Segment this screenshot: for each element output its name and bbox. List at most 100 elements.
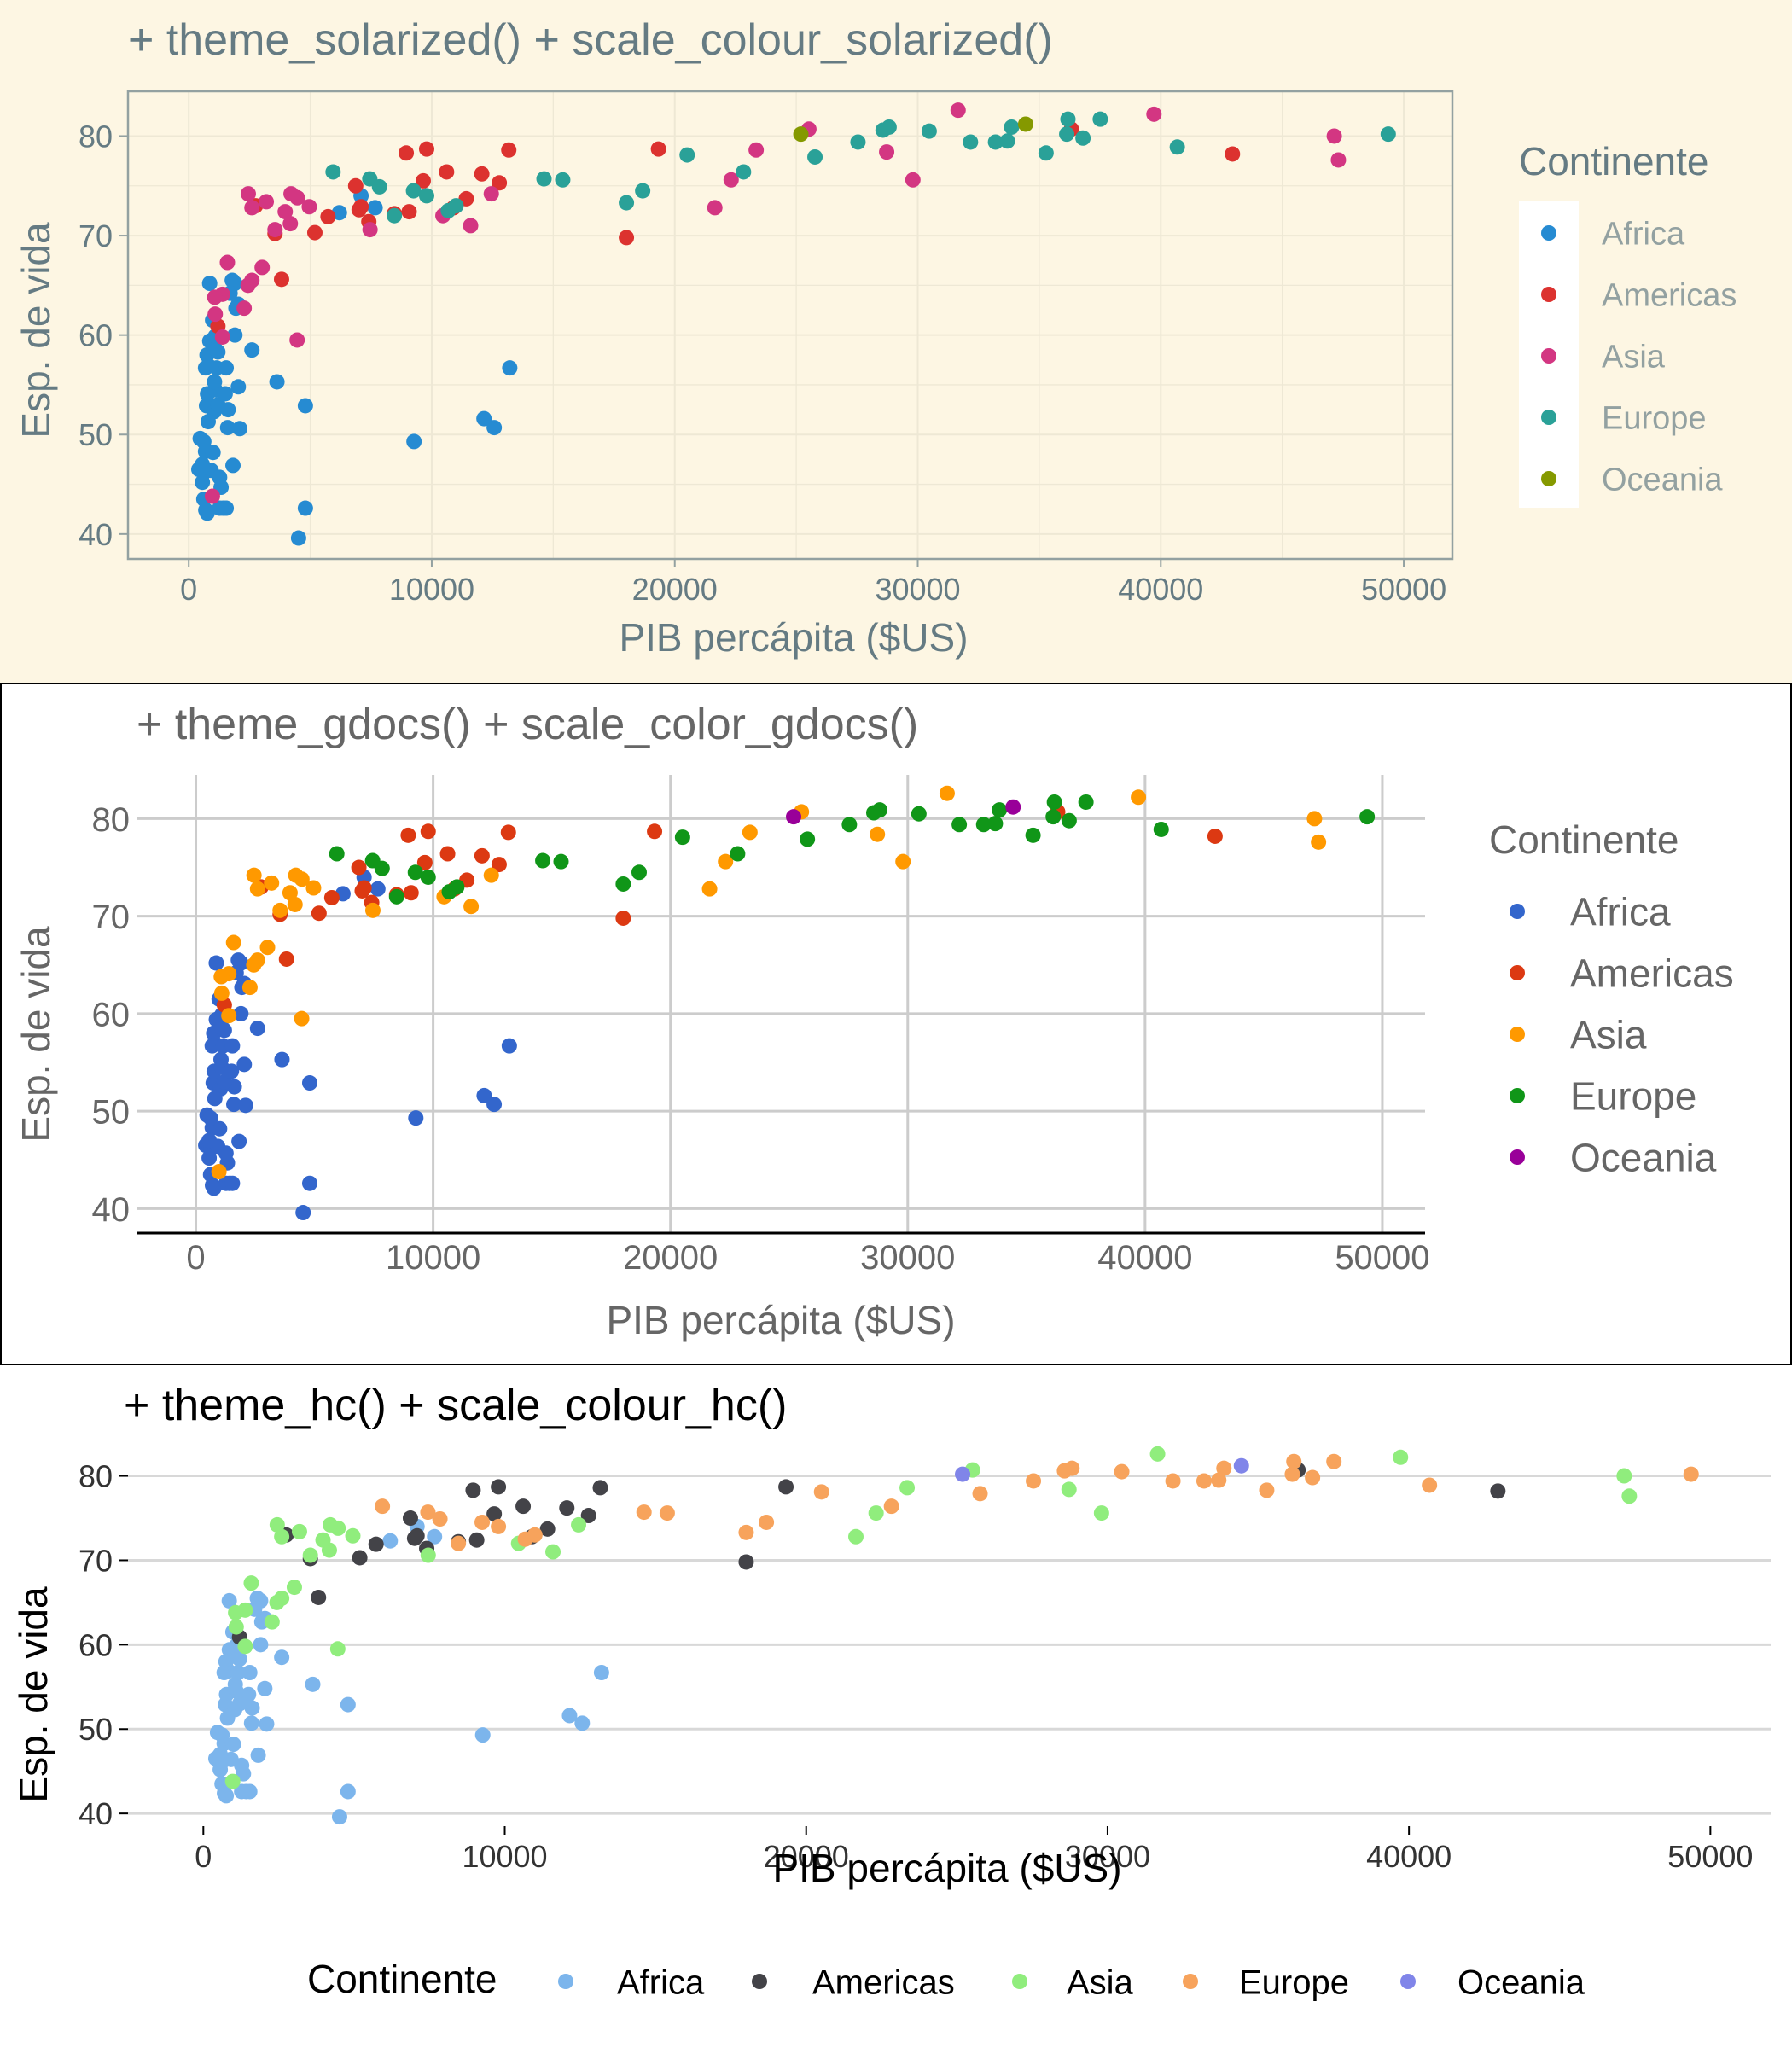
legend-label-africa: Africa (1602, 217, 1685, 253)
legend-label-africa: Africa (1570, 890, 1671, 934)
point-africa (236, 1056, 253, 1073)
y-tick-label: 80 (79, 1459, 113, 1494)
point-asia (259, 940, 276, 956)
point-europe (1196, 1473, 1212, 1489)
point-americas (492, 175, 508, 191)
point-europe (631, 864, 647, 881)
point-europe (553, 853, 569, 870)
point-americas (323, 889, 340, 905)
point-africa (367, 200, 383, 216)
point-europe (987, 134, 1004, 150)
x-tick-label: 20000 (764, 1839, 849, 1874)
y-tick-label: 60 (79, 1627, 113, 1662)
point-europe (449, 879, 465, 895)
point-asia (267, 222, 283, 238)
point-europe (1422, 1477, 1438, 1493)
point-europe (451, 1535, 467, 1551)
point-asia (545, 1544, 561, 1560)
solarized-panel: + theme_solarized() + scale_colour_solar… (0, 0, 1792, 683)
point-africa (197, 360, 213, 376)
x-tick-label: 30000 (860, 1239, 955, 1277)
point-africa (241, 1783, 258, 1800)
point-oceania (1233, 1457, 1249, 1474)
point-africa (217, 386, 233, 402)
point-europe (992, 802, 1008, 818)
point-americas (474, 166, 490, 182)
point-europe (759, 1514, 775, 1530)
legend-label-africa: Africa (617, 1964, 705, 2001)
point-africa (225, 457, 241, 474)
point-africa (219, 420, 236, 436)
point-asia (483, 186, 499, 202)
point-europe (325, 164, 341, 180)
point-europe (730, 846, 746, 862)
point-asia (246, 867, 262, 883)
legend-label-asia: Asia (1570, 1013, 1647, 1057)
point-africa (486, 420, 503, 436)
y-axis-title: Esp. de vida (14, 222, 58, 439)
point-asia (272, 902, 288, 918)
legend-key-asia (1012, 1974, 1027, 1989)
point-asia (286, 1580, 302, 1596)
solarized-chart: + theme_solarized() + scale_colour_solar… (0, 0, 1792, 683)
x-tick-label: 40000 (1097, 1239, 1192, 1277)
point-americas (474, 847, 490, 864)
point-asia (707, 200, 723, 216)
x-tick-label: 10000 (389, 572, 474, 607)
point-asia (213, 969, 230, 985)
point-asia (1616, 1468, 1632, 1484)
point-africa (250, 1747, 266, 1763)
point-africa (501, 1038, 517, 1054)
point-europe (535, 852, 551, 869)
x-tick-label: 10000 (386, 1239, 480, 1277)
point-africa (225, 1737, 241, 1753)
x-axis-title: PIB percápita ($US) (606, 1298, 955, 1342)
point-asia (225, 934, 241, 951)
point-europe (474, 1514, 491, 1530)
point-africa (224, 1063, 240, 1079)
hc-chart: + theme_hc() + scale_colour_hc() 0 10000 2… (0, 1365, 1792, 2048)
point-europe (405, 183, 422, 199)
point-africa (195, 433, 212, 450)
point-africa (230, 379, 247, 395)
point-africa (213, 1019, 230, 1035)
point-europe (679, 147, 695, 163)
point-asia (305, 880, 322, 896)
point-africa (200, 414, 216, 430)
x-axis-title: PIB percápita ($US) (619, 615, 968, 660)
x-tick-label: 30000 (875, 572, 960, 607)
point-europe (374, 860, 390, 876)
point-europe (418, 188, 434, 204)
point-asia (463, 218, 479, 234)
point-europe (1059, 126, 1075, 143)
point-africa (369, 881, 386, 897)
point-americas (559, 1500, 575, 1516)
y-tick-label: 80 (79, 119, 113, 154)
point-asia (950, 102, 966, 119)
point-europe (371, 178, 387, 195)
point-asia (1393, 1449, 1409, 1465)
point-europe (420, 869, 436, 885)
point-africa (502, 360, 518, 376)
point-asia (287, 896, 303, 912)
point-africa (406, 433, 422, 450)
x-axis-title: PIB percápita ($US) (772, 1846, 1121, 1890)
point-africa (274, 1649, 290, 1666)
point-africa (290, 530, 306, 546)
point-asia (362, 222, 378, 238)
point-asia (207, 306, 224, 323)
point-africa (207, 1091, 223, 1107)
point-africa (224, 1175, 241, 1191)
point-americas (400, 827, 416, 843)
point-asia (249, 881, 265, 897)
point-europe (1305, 1469, 1321, 1486)
legend-label-oceania: Oceania (1457, 1964, 1585, 2001)
point-africa (237, 1097, 253, 1114)
point-africa (230, 1665, 246, 1680)
point-asia (1131, 789, 1147, 806)
point-asia (269, 1516, 285, 1533)
point-africa (204, 1038, 220, 1054)
point-americas (592, 1480, 608, 1496)
point-asia (244, 200, 260, 216)
point-oceania (955, 1466, 971, 1482)
